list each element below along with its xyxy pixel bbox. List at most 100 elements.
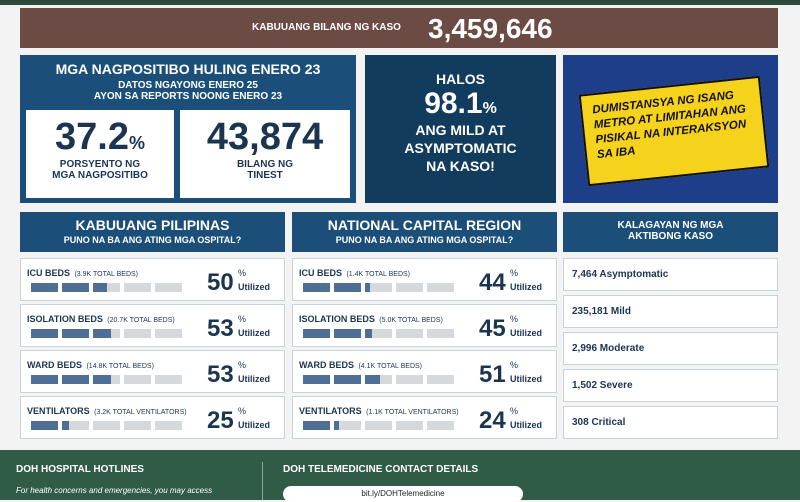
percent-unit: % [510, 360, 519, 370]
card-label-line: ISOLATION BEDS (20.7K TOTAL BEDS) [27, 309, 175, 327]
footer-divider [262, 462, 263, 500]
poster: DUMISTANSYA NG ISANG METRO AT LIMITAHAN … [563, 55, 778, 203]
region-subtitle: PUNO NA BA ANG ATING MGA OSPITAL? [335, 235, 514, 245]
positivity-subtitle: AYON SA REPORTS NOONG ENERO 23 [93, 91, 283, 102]
tested-label: BILANG NG TINEST [236, 159, 294, 181]
capacity-card: ISOLATION BEDS (20.7K TOTAL BEDS) 53% Util… [20, 304, 285, 347]
usage-segment [396, 329, 423, 338]
usage-segment [155, 329, 182, 338]
usage-fill [31, 329, 58, 338]
usage-segment [155, 421, 182, 430]
footer-title: DOH HOSPITAL HOTLINES [16, 464, 144, 475]
banner-value: 3,459,646 [428, 13, 553, 44]
usage-segment [62, 421, 89, 430]
usage-segment [93, 329, 120, 338]
usage-segment [396, 283, 423, 292]
usage-segment [93, 421, 120, 430]
status-label: Utilized [238, 420, 271, 430]
card-note: (14.8K TOTAL BEDS) [86, 363, 154, 370]
banner-label: KABUUANG BILANG NG KASO [252, 22, 401, 33]
usage-segment [427, 421, 454, 430]
usage-segment [303, 421, 330, 430]
capacity-card: ICU BEDS (3.9K TOTAL BEDS) 50% Utilized [20, 258, 285, 301]
card-label-line: WARD BEDS (14.8K TOTAL BEDS) [27, 355, 154, 373]
usage-fill [365, 329, 372, 338]
usage-segment [334, 375, 361, 384]
usage-fill [365, 375, 380, 384]
usage-segment [427, 283, 454, 292]
status-label: Utilized [510, 420, 543, 430]
percent-value: 51 [479, 361, 506, 388]
active-case-item: 235,181 Mild [563, 295, 778, 328]
card-note: (3.9K TOTAL BEDS) [74, 271, 139, 278]
percent-unit: % [510, 406, 519, 416]
card-note: (4.1K TOTAL BEDS) [358, 363, 423, 370]
percent-value: 50 [207, 269, 234, 296]
card-label-line: WARD BEDS (4.1K TOTAL BEDS) [299, 355, 422, 373]
positivity-subtitle: DATOS NGAYONG ENERO 25 [118, 80, 258, 91]
usage-segment [427, 375, 454, 384]
usage-segment [124, 283, 151, 292]
mild-unit: % [482, 100, 497, 117]
status-label: Utilized [238, 374, 271, 384]
capacity-card: WARD BEDS (14.8K TOTAL BEDS) 53% Utilized [20, 350, 285, 393]
usage-segment [155, 283, 182, 292]
percent-unit: % [238, 268, 247, 278]
telemedicine-link[interactable]: bit.ly/DOHTelemedicine [283, 486, 523, 502]
card-label: ICU BEDS [299, 268, 343, 278]
usage-segment [427, 329, 454, 338]
mild-value: 98.1 [424, 87, 483, 120]
usage-segment [365, 283, 392, 292]
usage-fill [31, 375, 58, 384]
capacity-card: VENTILATORS (3.2K TOTAL VENTILATORS) 25% U… [20, 396, 285, 439]
usage-fill [303, 421, 330, 430]
usage-segment [303, 375, 330, 384]
usage-fill [62, 421, 69, 430]
card-label-line: ICU BEDS (3.9K TOTAL BEDS) [27, 263, 138, 281]
usage-segment [31, 329, 58, 338]
percent-unit: % [238, 314, 247, 324]
card-note: (20.7K TOTAL BEDS) [107, 317, 175, 324]
active-case-item: 1,502 Severe [563, 369, 778, 402]
usage-segment [31, 283, 58, 292]
usage-segment [334, 421, 361, 430]
usage-fill [62, 283, 89, 292]
card-label: VENTILATORS [27, 406, 90, 416]
usage-segment [334, 283, 361, 292]
positivity-panel: MGA NAGPOSITIBO HULING ENERO 23 DATOS NG… [20, 55, 356, 203]
capacity-card: ISOLATION BEDS (5.0K TOTAL BEDS) 45% Utili… [292, 304, 557, 347]
usage-segment [31, 421, 58, 430]
usage-fill [303, 283, 330, 292]
card-label: VENTILATORS [299, 406, 362, 416]
usage-segment [93, 375, 120, 384]
usage-fill [31, 421, 58, 430]
percent-unit: % [510, 314, 519, 324]
card-note: (5.0K TOTAL BEDS) [379, 317, 443, 324]
card-label-line: ICU BEDS (1.4K TOTAL BEDS) [299, 263, 410, 281]
usage-fill [365, 283, 371, 292]
usage-fill [334, 421, 340, 430]
active-case-item: 7,464 Asymptomatic [563, 258, 778, 291]
poster-text: DUMISTANSYA NG ISANG METRO AT LIMITAHAN … [578, 75, 770, 187]
usage-segment [124, 421, 151, 430]
percent-value: 44 [479, 269, 506, 296]
capacity-card: VENTILATORS (1.1K TOTAL VENTILATORS) 24% U… [292, 396, 557, 439]
card-label: ISOLATION BEDS [299, 314, 375, 324]
case-banner: KABUUANG BILANG NG KASO 3,459,646 [20, 8, 778, 48]
usage-fill [31, 283, 58, 292]
usage-fill [303, 329, 330, 338]
usage-fill [93, 283, 107, 292]
card-note: (1.4K TOTAL BEDS) [346, 271, 411, 278]
usage-segment [62, 329, 89, 338]
region-title: NATIONAL CAPITAL REGION [327, 217, 522, 233]
usage-fill [303, 375, 330, 384]
usage-segment [396, 375, 423, 384]
usage-segment [365, 375, 392, 384]
top-strip [0, 0, 800, 5]
usage-fill [62, 329, 89, 338]
footer-text: For health concerns and emergencies, you… [16, 486, 213, 495]
usage-segment [31, 375, 58, 384]
percent-value: 53 [207, 315, 234, 342]
status-label: Utilized [510, 328, 543, 338]
